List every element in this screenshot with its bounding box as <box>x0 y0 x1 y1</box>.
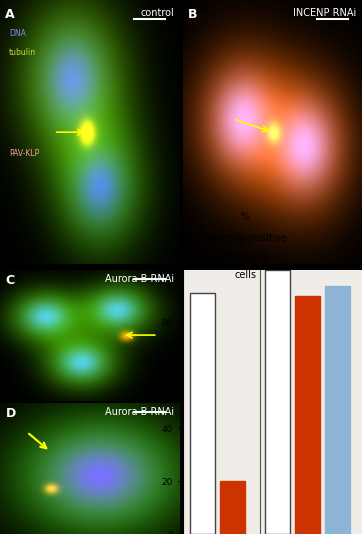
Text: PAV-KLP: PAV-KLP <box>9 149 39 158</box>
Text: B: B <box>188 8 198 21</box>
Text: control: control <box>140 8 174 18</box>
Text: %: % <box>241 212 250 222</box>
Bar <box>325 286 350 534</box>
Text: E: E <box>185 242 195 256</box>
Text: Aurora-B RNAi: Aurora-B RNAi <box>105 273 174 284</box>
Bar <box>265 270 290 534</box>
Text: telophase: telophase <box>222 252 270 262</box>
Text: INCENP RNAi: INCENP RNAi <box>293 8 357 18</box>
Text: cells: cells <box>235 270 257 280</box>
Text: midbody-positive: midbody-positive <box>203 233 287 243</box>
Text: D: D <box>5 407 16 420</box>
Text: A: A <box>5 8 15 21</box>
Bar <box>295 296 320 534</box>
Text: C: C <box>5 273 14 287</box>
Text: DNA: DNA <box>9 29 26 38</box>
Bar <box>190 294 215 534</box>
Bar <box>220 481 245 534</box>
Text: Aurora-B RNAi: Aurora-B RNAi <box>105 407 174 417</box>
Text: tubulin: tubulin <box>9 48 36 57</box>
